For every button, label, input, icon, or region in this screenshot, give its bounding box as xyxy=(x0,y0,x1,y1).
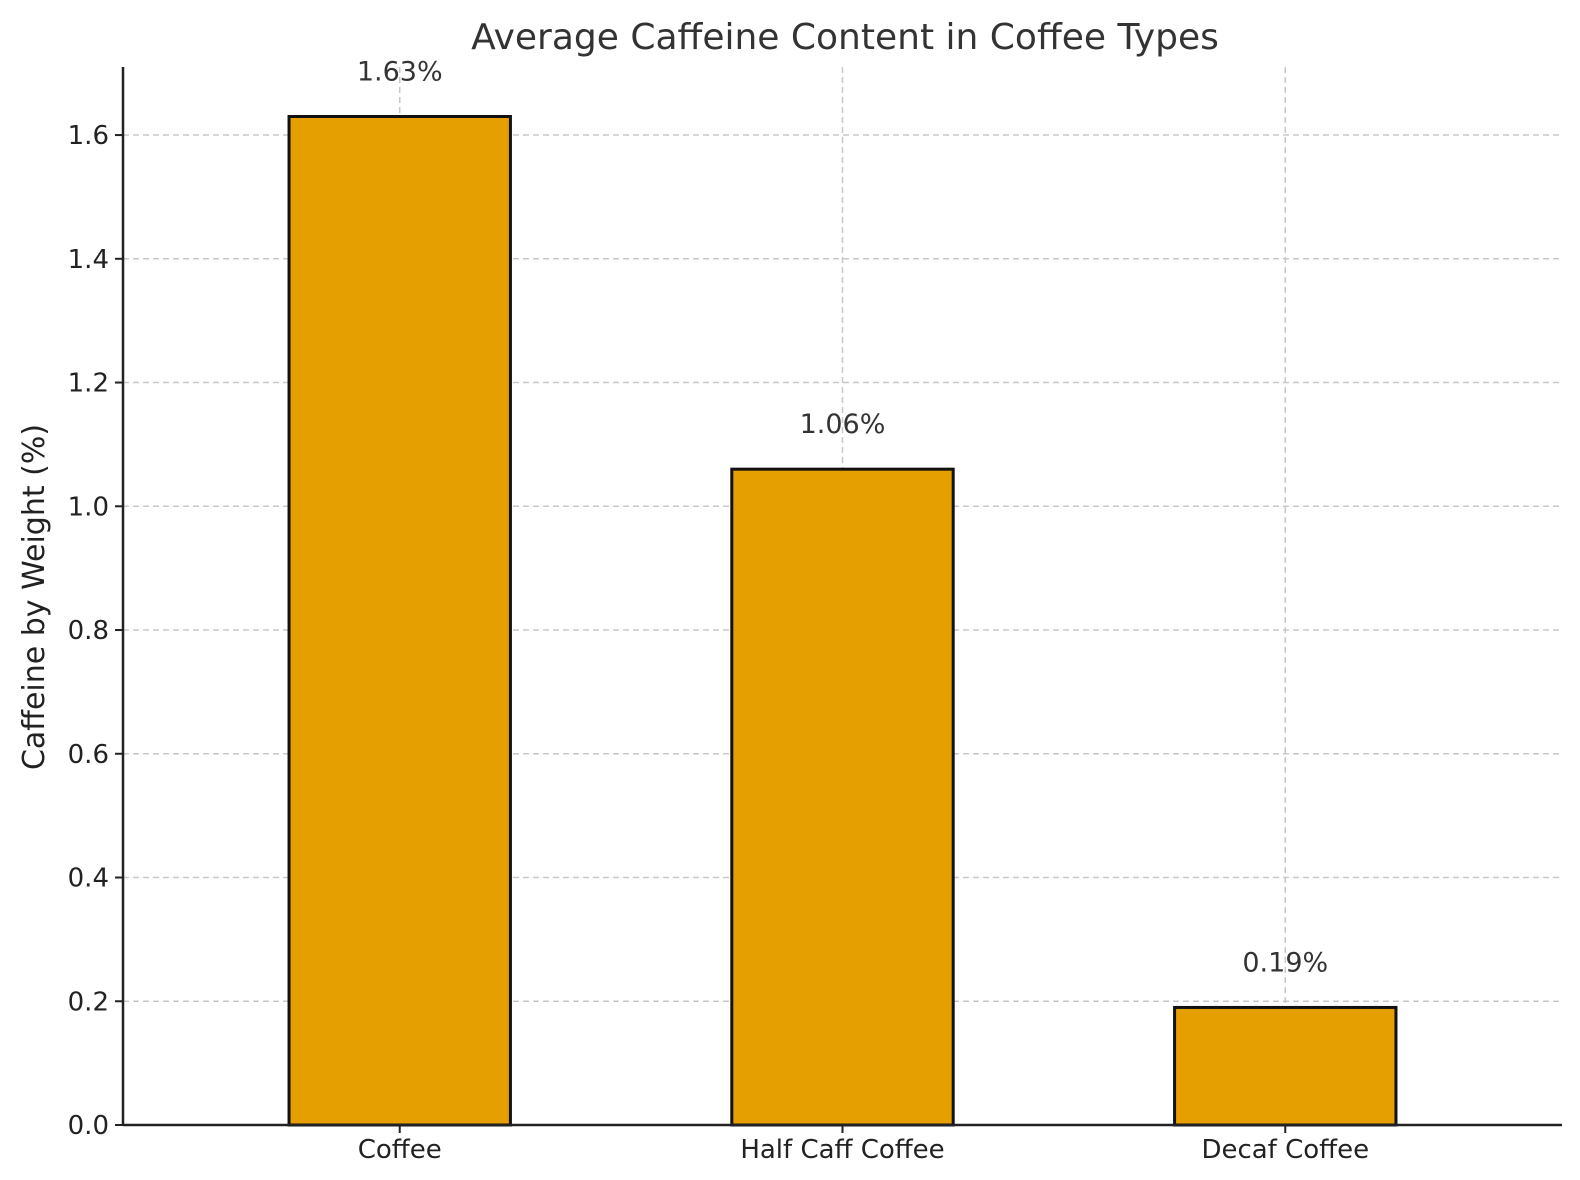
data-label: 1.63% xyxy=(357,56,443,87)
y-tick-label: 0.8 xyxy=(68,616,109,646)
x-tick-label: Coffee xyxy=(358,1135,442,1165)
y-tick-label: 0.2 xyxy=(68,987,109,1017)
bar-decaf-coffee xyxy=(1173,1005,1398,1127)
chart-title: Average Caffeine Content in Coffee Types xyxy=(471,17,1219,58)
y-tick-label: 1.0 xyxy=(68,492,109,522)
bar-coffee xyxy=(287,114,512,1127)
y-tick-label: 1.4 xyxy=(68,245,109,275)
y-tick-label: 0.6 xyxy=(68,740,109,770)
data-label: 0.19% xyxy=(1242,947,1328,978)
y-tick-label: 1.2 xyxy=(68,369,109,399)
y-tick-label: 0.0 xyxy=(68,1111,109,1141)
axes: 0.0 0.2 0.4 0.6 0.8 1.0 1.2 1.4 1.6 Coffee Half Ca… xyxy=(68,67,1562,1165)
data-label: 1.06% xyxy=(800,409,886,440)
y-axis-label: Caffeine by Weight (%) xyxy=(17,424,52,770)
data-labels: 1.63% 1.06% 0.19% xyxy=(357,56,1328,978)
y-tick-label: 1.6 xyxy=(68,121,109,151)
x-tick-label: Half Caff Coffee xyxy=(740,1135,944,1165)
x-tick-label: Decaf Coffee xyxy=(1201,1135,1369,1165)
y-tick-label: 0.4 xyxy=(68,864,109,894)
bar-half-caff-coffee xyxy=(730,467,955,1127)
